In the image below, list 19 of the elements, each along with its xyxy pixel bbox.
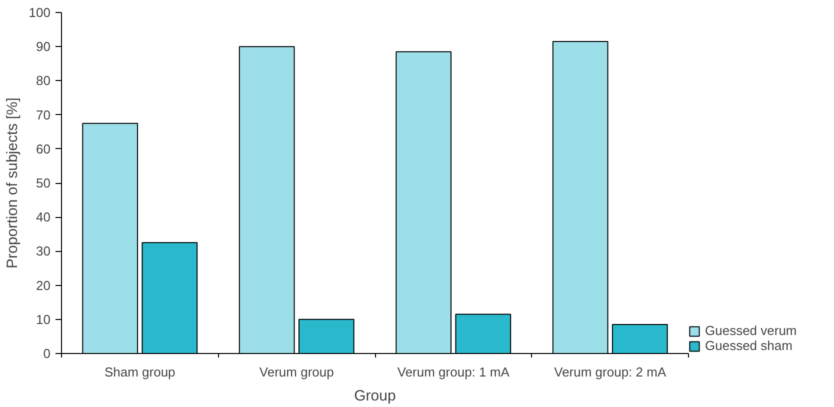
y-tick-label: 80 [36, 73, 51, 88]
y-tick-label: 0 [43, 346, 51, 361]
y-tick-label: 10 [36, 312, 51, 327]
y-axis-title: Proportion of subjects [%] [4, 98, 21, 268]
x-tick-label: Sham group [104, 364, 176, 380]
x-tick-label: Verum group [259, 364, 334, 380]
legend-label: Guessed sham [705, 338, 792, 353]
y-tick-label: 20 [36, 278, 51, 293]
y-tick-label: 90 [36, 39, 51, 54]
x-tick-label: Verum group: 1 mA [397, 364, 510, 380]
y-tick-label: 70 [36, 107, 51, 122]
y-tick-label: 50 [36, 176, 51, 190]
legend-label: Guessed verum [705, 323, 797, 338]
x-axis-title: Group [354, 388, 396, 404]
y-tick-label: 30 [36, 244, 51, 259]
x-tick-label: Verum group: 2 mA [554, 364, 666, 380]
y-tick-label: 100 [28, 5, 51, 20]
y-tick-label: 40 [36, 210, 51, 225]
y-tick-label: 60 [36, 141, 51, 156]
